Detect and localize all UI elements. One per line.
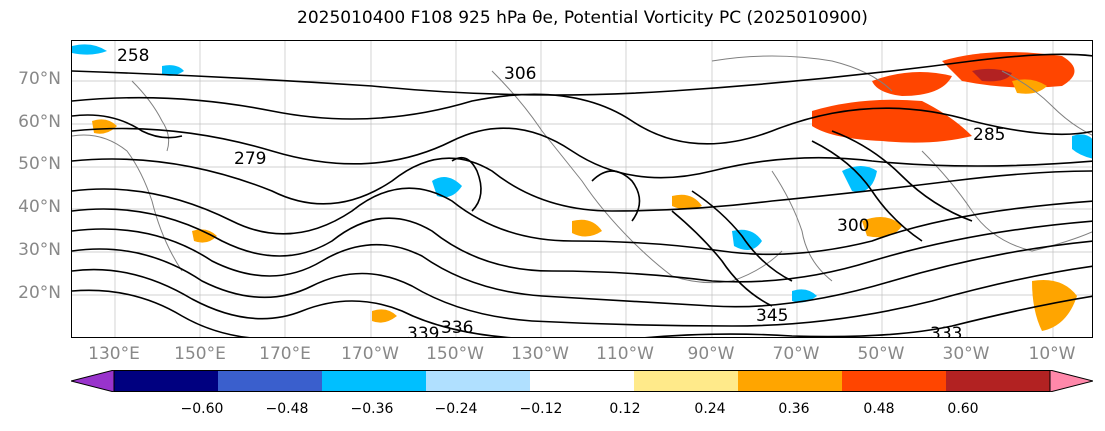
coastlines xyxy=(72,55,1092,284)
lon-label: 50°W xyxy=(857,344,905,364)
lat-label: 60°N xyxy=(18,112,61,132)
colorbar-cell xyxy=(530,370,635,392)
colorbar-tick: 0.48 xyxy=(863,401,895,417)
contour-label: 285 xyxy=(973,125,1005,145)
lat-label: 50°N xyxy=(18,154,61,174)
lon-label: 130°E xyxy=(88,344,140,364)
contour-label: 336 xyxy=(441,318,473,338)
colorbar-cell xyxy=(322,370,427,392)
map-panel: 258 279 285 336 339 333 345 306 300 xyxy=(71,40,1093,338)
colorbar-tick: 0.36 xyxy=(778,401,810,417)
contour-label: 345 xyxy=(756,306,788,326)
colorbar-cell xyxy=(634,370,739,392)
contour-label: 306 xyxy=(504,64,536,84)
lat-label: 70°N xyxy=(18,69,61,89)
lon-label: 170°E xyxy=(259,344,311,364)
lon-label: 130°W xyxy=(511,344,569,364)
colorbar-tick: −0.36 xyxy=(350,401,394,417)
colorbar-cell xyxy=(426,370,531,392)
lon-label: 70°W xyxy=(772,344,820,364)
colorbar-cell xyxy=(946,370,1051,392)
lon-label: 30°W xyxy=(942,344,990,364)
colorbar-cell xyxy=(1049,370,1093,392)
pv-shading xyxy=(72,44,1092,331)
contour-label: 279 xyxy=(234,149,266,169)
contour-label: 339 xyxy=(407,324,439,338)
colorbar-tick: −0.48 xyxy=(265,401,309,417)
colorbar xyxy=(71,370,1093,392)
colorbar-tick: −0.60 xyxy=(180,401,224,417)
colorbar-tick: 0.12 xyxy=(609,401,641,417)
lon-label: 10°W xyxy=(1028,344,1076,364)
colorbar-cell xyxy=(114,370,219,392)
theta-e-contours xyxy=(72,53,1092,337)
colorbar-tick: 0.60 xyxy=(947,401,979,417)
colorbar-cell xyxy=(738,370,843,392)
colorbar-tick: −0.24 xyxy=(434,401,478,417)
lon-label: 90°W xyxy=(687,344,735,364)
colorbar-cell xyxy=(842,370,947,392)
colorbar-tick: −0.12 xyxy=(519,401,563,417)
contour-labels: 258 279 285 336 339 333 345 306 300 xyxy=(117,46,1005,338)
lat-label: 40°N xyxy=(18,197,61,217)
lon-label: 110°W xyxy=(596,344,654,364)
colorbar-cells xyxy=(71,370,1093,392)
lat-label: 30°N xyxy=(18,240,61,260)
lon-label: 150°E xyxy=(174,344,226,364)
lon-label: 170°W xyxy=(341,344,399,364)
lat-label: 20°N xyxy=(18,283,61,303)
contour-label: 333 xyxy=(930,324,962,338)
colorbar-tick: 0.24 xyxy=(694,401,726,417)
contour-label: 300 xyxy=(837,216,869,236)
map-svg: 258 279 285 336 339 333 345 306 300 xyxy=(72,41,1092,338)
figure-title: 2025010400 F108 925 hPa θe, Potential Vo… xyxy=(297,8,868,28)
colorbar-cell xyxy=(71,370,115,392)
contour-label: 258 xyxy=(117,46,149,66)
lon-label: 150°W xyxy=(426,344,484,364)
colorbar-cell xyxy=(218,370,323,392)
